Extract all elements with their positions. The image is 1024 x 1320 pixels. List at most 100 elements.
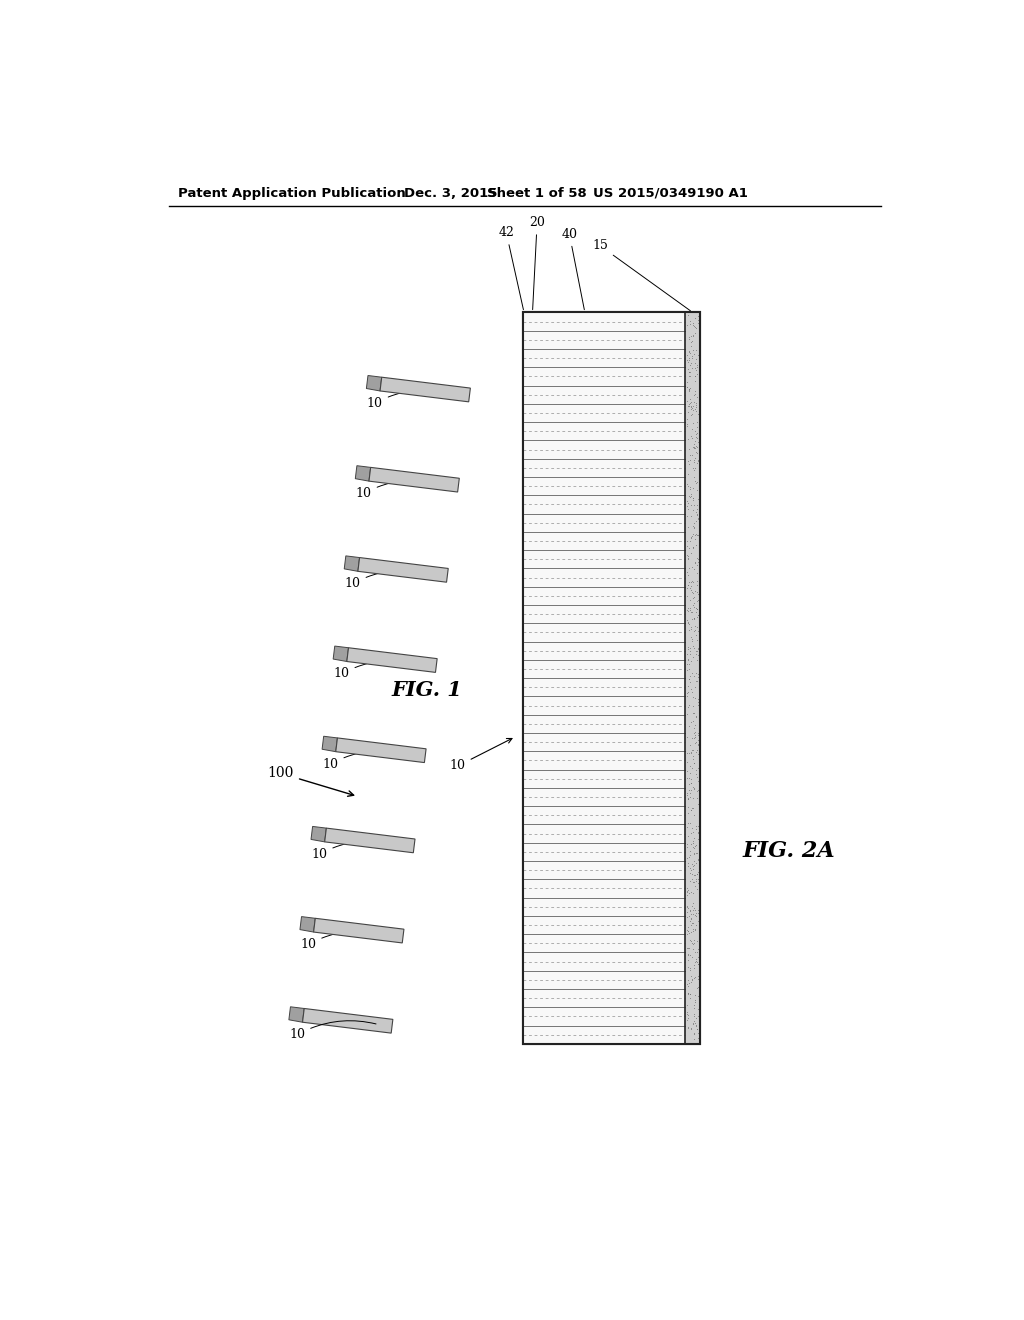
Point	[679, 371, 695, 392]
Point	[680, 944, 696, 965]
Point	[679, 742, 695, 763]
Point	[679, 907, 695, 928]
Point	[683, 1018, 699, 1039]
Point	[680, 937, 696, 958]
Point	[690, 771, 707, 792]
Point	[685, 536, 701, 557]
Point	[688, 948, 705, 969]
Point	[683, 882, 699, 903]
Point	[680, 305, 696, 326]
Point	[687, 524, 703, 545]
Point	[684, 397, 700, 418]
Point	[678, 884, 694, 906]
Point	[689, 850, 706, 871]
Point	[679, 345, 695, 366]
Point	[687, 339, 703, 360]
Point	[689, 952, 706, 973]
Point	[683, 331, 699, 352]
Point	[689, 977, 706, 998]
Point	[679, 495, 695, 516]
Point	[678, 973, 694, 994]
Point	[690, 730, 707, 751]
Point	[683, 528, 699, 549]
Point	[690, 432, 707, 453]
Point	[689, 863, 706, 884]
Point	[688, 931, 705, 952]
Point	[687, 421, 703, 442]
Point	[679, 768, 695, 789]
Point	[689, 453, 706, 474]
Point	[686, 315, 702, 337]
Point	[685, 710, 701, 731]
Point	[686, 638, 702, 659]
Point	[686, 607, 702, 628]
Point	[688, 906, 705, 927]
Point	[679, 536, 695, 557]
Point	[681, 742, 697, 763]
Point	[682, 355, 698, 376]
Point	[679, 896, 695, 917]
Point	[681, 812, 697, 833]
Point	[681, 671, 697, 692]
Point	[689, 780, 706, 801]
Point	[680, 601, 696, 622]
Point	[683, 711, 699, 733]
Point	[683, 768, 699, 789]
Point	[685, 326, 701, 347]
Point	[680, 982, 696, 1003]
Point	[682, 601, 698, 622]
Point	[683, 525, 699, 546]
Point	[686, 843, 702, 865]
Point	[688, 442, 705, 463]
Point	[683, 969, 699, 990]
Point	[686, 552, 702, 573]
Point	[681, 362, 697, 383]
Point	[680, 956, 696, 977]
Point	[689, 598, 706, 619]
Point	[679, 545, 695, 566]
Point	[679, 1008, 695, 1030]
Point	[683, 772, 699, 793]
Point	[689, 450, 706, 471]
Point	[681, 659, 697, 680]
Point	[684, 345, 700, 366]
Point	[682, 665, 698, 686]
Point	[684, 681, 700, 702]
Point	[682, 378, 698, 399]
Point	[687, 952, 703, 973]
Point	[690, 702, 707, 723]
Point	[679, 902, 695, 923]
Point	[687, 457, 703, 478]
Point	[690, 722, 707, 743]
Point	[680, 451, 696, 473]
Point	[679, 816, 695, 837]
Point	[685, 343, 701, 364]
Point	[685, 449, 701, 470]
Point	[682, 983, 698, 1005]
Point	[690, 345, 707, 366]
Point	[679, 577, 695, 598]
Point	[680, 612, 696, 634]
Point	[684, 788, 700, 809]
Point	[686, 865, 702, 886]
Point	[686, 433, 702, 454]
Point	[679, 644, 695, 665]
Polygon shape	[369, 467, 460, 492]
Point	[685, 524, 701, 545]
Point	[686, 383, 702, 404]
Point	[684, 358, 700, 379]
Point	[680, 498, 696, 519]
Point	[685, 748, 701, 770]
Point	[686, 516, 702, 537]
Point	[684, 636, 700, 657]
Point	[684, 572, 700, 593]
Point	[685, 933, 701, 954]
Point	[687, 308, 703, 329]
Point	[686, 957, 702, 978]
Point	[682, 907, 698, 928]
Point	[682, 543, 698, 564]
Point	[681, 923, 697, 944]
Point	[679, 506, 695, 527]
Point	[688, 649, 705, 671]
Point	[688, 317, 705, 338]
